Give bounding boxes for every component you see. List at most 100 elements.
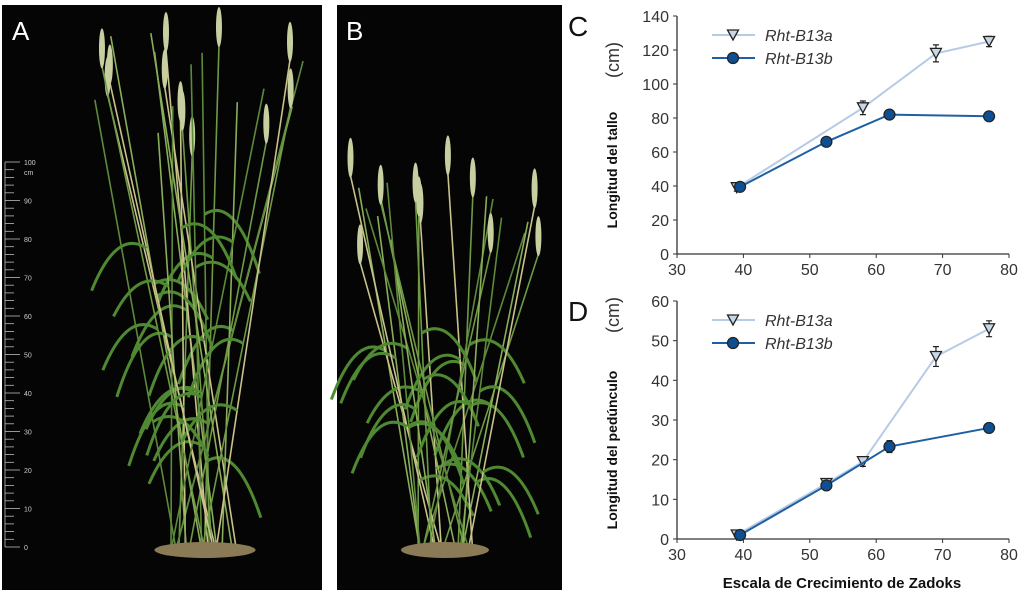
y-axis-label: Longitud del pedúnculo [604, 371, 620, 530]
soil-base [401, 542, 489, 558]
leaf [180, 222, 238, 280]
leaf [329, 345, 388, 400]
wheat-spike [215, 7, 222, 48]
ruler-tick-label: 80 [24, 237, 32, 244]
y-tick-label: 50 [651, 334, 669, 351]
stem [414, 200, 433, 551]
x-tick-label: 60 [867, 547, 885, 564]
stem [379, 202, 466, 551]
x-tick-label: 30 [668, 547, 686, 564]
stem [203, 44, 220, 551]
ruler-tick-label: 50 [24, 353, 32, 360]
stem [153, 52, 218, 551]
data-point-triangle [982, 323, 996, 336]
wheat-spike [263, 103, 270, 144]
wheat-spike [357, 224, 364, 265]
stem [357, 187, 421, 551]
data-point-circle [820, 135, 833, 148]
ruler-tick-label: 0 [24, 545, 28, 552]
leaf [130, 304, 188, 358]
ruler: 0 10 20 30 40 50 60 70 80 90 100 cm [4, 160, 36, 552]
y-tick-label: 0 [660, 532, 669, 549]
y-tick-label: 0 [660, 247, 669, 264]
legend-label: Rht-B13a [765, 28, 833, 45]
leaf [468, 338, 526, 384]
stem [428, 198, 494, 551]
leaf [417, 474, 475, 517]
stem [221, 102, 239, 551]
y-axis-unit: (cm) [603, 42, 623, 78]
leaf [127, 401, 185, 467]
y-tick-label: 20 [651, 453, 669, 470]
leaf [408, 420, 466, 486]
leaf [145, 391, 203, 456]
leaf [155, 290, 214, 347]
panel-label-b: B [346, 16, 364, 46]
wheat-plant-tall [90, 7, 304, 558]
stem [457, 195, 474, 551]
legend-label: Rht-B13a [765, 313, 833, 330]
y-tick-label: 20 [651, 213, 669, 230]
series-line [736, 40, 990, 189]
stem [101, 66, 206, 551]
wheat-spike [469, 157, 476, 198]
stem [461, 196, 488, 551]
leaf [420, 327, 479, 383]
data-point-circle [733, 180, 747, 193]
leaf [350, 420, 408, 474]
series-rht-b13a: Rht-B13a [712, 313, 996, 542]
wheat-spike [412, 162, 419, 203]
leaf [415, 400, 474, 458]
stem [376, 215, 421, 551]
wheat-spike [535, 216, 542, 257]
x-axis-label: Escala de Crecimiento de Zadoks [723, 575, 961, 592]
leaf [482, 465, 540, 515]
data-point-circle [733, 528, 747, 542]
data-point-circle [883, 440, 896, 453]
wheat-spike [347, 137, 354, 178]
series-line [739, 113, 990, 188]
x-tick-label: 40 [735, 262, 753, 279]
stem [201, 106, 292, 551]
wheat-spike [162, 11, 169, 52]
stem [190, 64, 203, 551]
y-tick-label: 60 [651, 294, 669, 311]
wheat-spike [98, 28, 105, 69]
series-rht-b13a: Rht-B13a [712, 28, 996, 195]
data-point-circle [726, 336, 740, 350]
y-axis-label: Longitud del tallo [604, 112, 620, 229]
stem [447, 173, 474, 551]
stem [386, 182, 421, 551]
stem [467, 206, 536, 551]
stem [215, 59, 291, 551]
stem [178, 154, 193, 551]
data-point-triangle [929, 47, 943, 60]
stem [163, 86, 238, 551]
data-point-triangle [856, 102, 870, 115]
leaf [403, 353, 461, 410]
leaf [101, 323, 159, 371]
ruler-tick-label: 10 [24, 507, 32, 514]
y-tick-label: 120 [642, 43, 669, 60]
y-tick-label: 10 [651, 492, 669, 509]
x-tick-label: 80 [1000, 547, 1018, 564]
stem [179, 119, 187, 551]
wheat-spike [487, 212, 494, 253]
data-point-triangle [726, 29, 740, 42]
leaf [422, 373, 480, 427]
data-point-circle [982, 110, 996, 123]
wheat-spike [377, 164, 384, 205]
leaf [138, 386, 196, 435]
x-tick-label: 50 [801, 262, 819, 279]
series-line [739, 426, 990, 536]
stem [188, 141, 268, 551]
x-tick-label: 80 [1000, 262, 1018, 279]
wheat-spike [531, 168, 538, 209]
stem [349, 175, 436, 551]
y-tick-label: 60 [651, 145, 669, 162]
x-tick-label: 30 [668, 262, 686, 279]
y-tick-label: 40 [651, 179, 669, 196]
data-point-triangle [929, 350, 943, 363]
leaf [152, 415, 210, 457]
